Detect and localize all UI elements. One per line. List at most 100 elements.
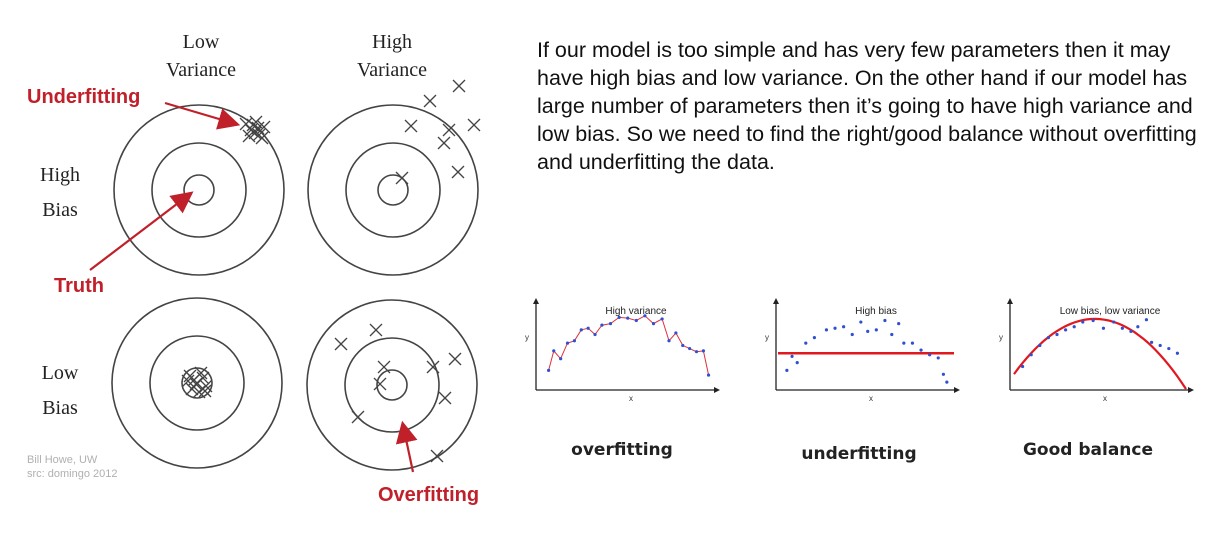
data-point [945, 380, 949, 384]
data-point [674, 331, 678, 335]
chart-title: Low bias, low variance [1060, 306, 1161, 317]
data-point [634, 318, 638, 323]
data-point [842, 325, 846, 329]
caption-good-balance: Good balance [1022, 440, 1154, 460]
x-mark [255, 131, 269, 145]
x-mark [426, 360, 440, 374]
explanation-paragraph: If our model is too simple and has very … [537, 38, 1197, 174]
y-axis-arrow [773, 298, 779, 304]
x-mark [187, 373, 201, 387]
data-point [833, 326, 837, 330]
x-axis-arrow [714, 387, 720, 393]
x-mark [452, 79, 466, 93]
data-point [919, 348, 923, 352]
row-header-low-line2: Bias [42, 397, 78, 419]
data-point [643, 314, 647, 318]
chart-title: High bias [855, 306, 897, 317]
data-point [552, 349, 556, 353]
data-point [1072, 325, 1076, 329]
x-mark [395, 171, 409, 185]
x-mark [248, 126, 262, 140]
data-point [812, 336, 816, 340]
x-axis-arrow [954, 387, 960, 393]
data-point [785, 368, 789, 372]
data-point [1175, 351, 1179, 355]
x-mark [185, 382, 199, 396]
x-mark [246, 118, 260, 132]
chart-good-balance: Low bias, low variance x y [999, 298, 1194, 403]
data-point [701, 349, 705, 353]
data-point [883, 318, 887, 323]
data-point [936, 356, 940, 360]
data-point [1112, 320, 1116, 324]
x-mark [437, 136, 451, 150]
credit-line1: Bill Howe, UW [27, 454, 98, 466]
data-point [617, 315, 621, 319]
data-point [1144, 318, 1149, 322]
data-point [660, 317, 664, 321]
col-header-high-line2: Variance [357, 59, 427, 81]
x-mark [198, 384, 212, 398]
data-point [824, 328, 829, 332]
data-point [1046, 336, 1050, 340]
fit-curve [1013, 317, 1187, 390]
x-mark [373, 377, 387, 391]
x-mark [438, 391, 452, 405]
data-point [890, 332, 894, 337]
col-header-high-line1: High [372, 31, 412, 53]
x-mark [423, 94, 437, 108]
data-point [795, 361, 799, 365]
data-point [1038, 343, 1042, 348]
data-point [1136, 325, 1140, 329]
chart-title: High variance [605, 306, 667, 317]
chart-underfitting: High bias x y [765, 298, 960, 403]
credit-line2: src: domingo 2012 [27, 468, 118, 480]
y-axis-label: y [765, 333, 769, 342]
data-point [586, 326, 590, 330]
x-mark [181, 374, 195, 388]
data-point [866, 329, 870, 333]
data-point [559, 357, 563, 361]
caption-overfitting: overfitting [571, 440, 673, 460]
data-point [850, 332, 854, 337]
x-mark [196, 371, 210, 385]
y-axis-arrow [533, 298, 539, 304]
data-point [1101, 326, 1106, 330]
data-point [859, 320, 863, 324]
data-point [600, 323, 604, 327]
col-header-low-line2: Variance [166, 59, 236, 81]
data-point [1064, 328, 1068, 332]
underfitting-label: Underfitting [27, 86, 140, 108]
col-header-low-line1: Low [183, 31, 220, 53]
data-point [572, 339, 576, 343]
data-point [1081, 320, 1085, 324]
data-point [681, 343, 685, 348]
data-point [1021, 364, 1025, 369]
x-mark [192, 385, 206, 399]
data-point [1150, 340, 1154, 344]
caption-underfitting: underfitting [801, 444, 917, 464]
x-axis-label: x [869, 394, 873, 403]
x-mark [451, 165, 465, 179]
x-mark [351, 410, 365, 424]
y-axis-arrow [1007, 298, 1013, 304]
x-mark [430, 449, 444, 463]
data-point [626, 316, 630, 320]
data-point [608, 322, 613, 326]
data-point [790, 354, 794, 358]
data-point [694, 350, 699, 354]
data-point [706, 373, 711, 377]
data-point [688, 346, 692, 351]
data-point [1055, 332, 1059, 337]
x-mark [369, 323, 383, 337]
y-axis-label: y [525, 333, 529, 342]
data-point [1091, 318, 1095, 323]
row-header-high-line2: Bias [42, 199, 78, 221]
data-point [565, 341, 570, 345]
overfitting-label: Overfitting [378, 484, 479, 506]
x-axis-label: x [1103, 394, 1107, 403]
chart-overfitting: High variance x y [525, 298, 720, 403]
truth-arrow [89, 191, 194, 271]
x-mark [242, 129, 256, 143]
data-point [874, 328, 878, 332]
